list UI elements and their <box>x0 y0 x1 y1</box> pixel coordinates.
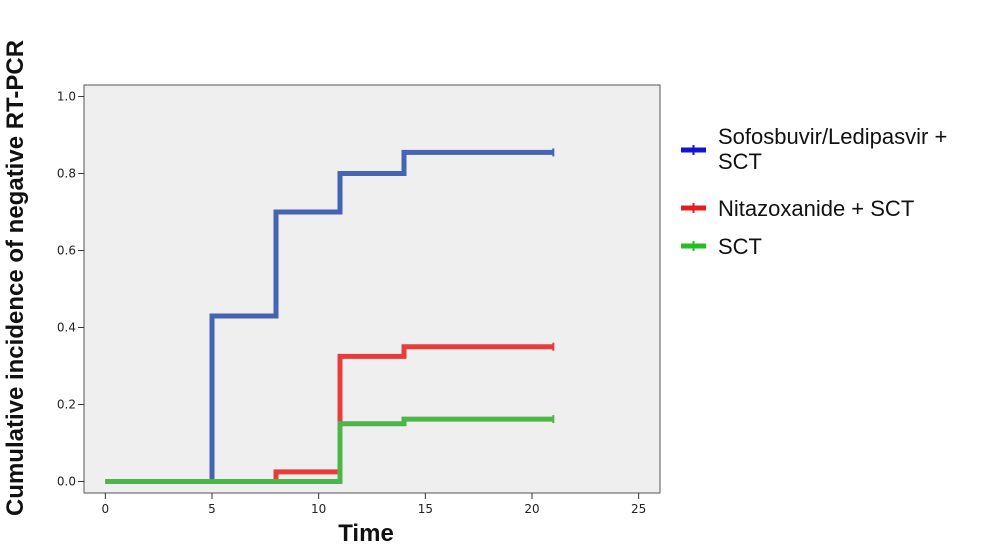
legend-label: Nitazoxanide + SCT <box>718 196 914 221</box>
x-axis: 0 5 10 15 20 25 <box>102 493 646 516</box>
y-axis: 0.0 0.2 0.4 0.6 0.8 1.0 <box>57 90 84 488</box>
series-line-0 <box>105 149 554 484</box>
series-layer <box>105 148 555 484</box>
plot-area <box>83 84 661 494</box>
x-tick-label: 5 <box>208 502 216 516</box>
legend-item-1: Nitazoxanide + SCT <box>681 196 914 221</box>
y-tick-label: 0.6 <box>57 244 76 258</box>
legend-label: Sofosbuvir/Ledipasvir + <box>718 124 947 149</box>
series-line-2 <box>105 416 554 484</box>
y-tick-label: 0.0 <box>57 474 76 488</box>
x-tick-label: 10 <box>311 502 326 516</box>
x-axis-title: Time <box>338 520 394 547</box>
legend-item-2: SCT <box>681 234 762 259</box>
x-tick-label: 0 <box>102 502 110 516</box>
x-tick-label: 15 <box>418 502 433 516</box>
y-tick-label: 0.2 <box>57 397 76 411</box>
y-axis-title: Cumulative incidence of negative RT-PCR <box>2 40 29 516</box>
legend-item-0: Sofosbuvir/Ledipasvir +SCT <box>681 124 947 174</box>
y-tick-label: 0.4 <box>57 320 76 334</box>
x-tick-label: 25 <box>631 502 646 516</box>
y-tick-label: 0.8 <box>57 167 76 181</box>
y-tick-label: 1.0 <box>57 90 76 104</box>
x-tick-label: 20 <box>524 502 539 516</box>
legend-label: SCT <box>718 234 762 259</box>
legend-label: SCT <box>718 149 762 174</box>
